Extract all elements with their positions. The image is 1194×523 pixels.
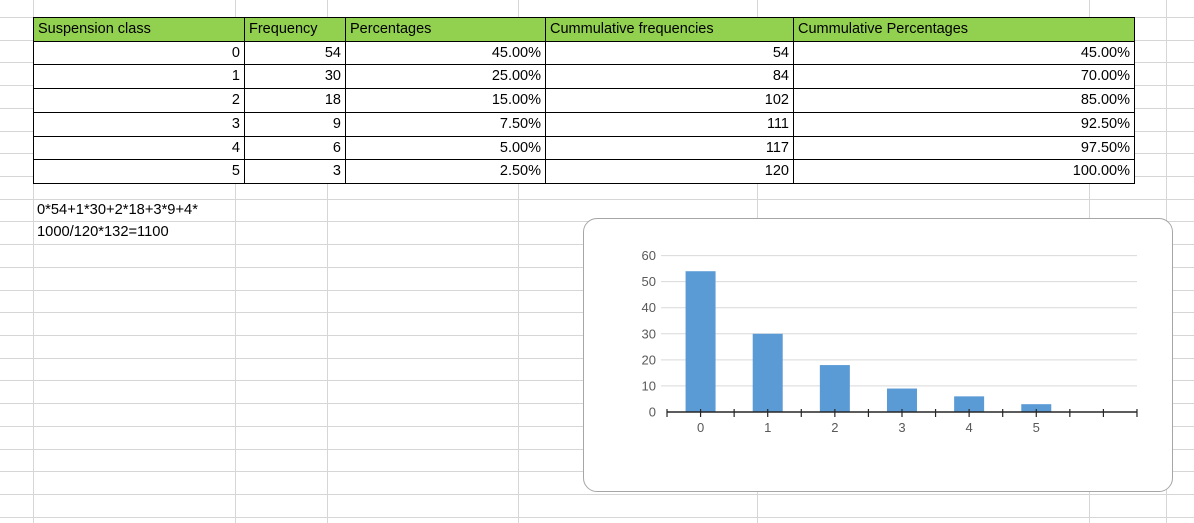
frequency-table-body: 0 54 45.00% 54 45.00% 1 30 25.00% 84 70.00% 2 18 15.… bbox=[33, 40, 1135, 184]
column-header[interactable]: Cummulative Percentages bbox=[793, 17, 1135, 42]
table-cell[interactable]: 85.00% bbox=[793, 88, 1135, 113]
table-cell[interactable]: 0 bbox=[33, 40, 245, 66]
gridline-horizontal bbox=[0, 198, 1194, 200]
bar-category-0[interactable] bbox=[685, 271, 716, 412]
table-cell[interactable]: 2.50% bbox=[345, 159, 546, 184]
column-header[interactable]: Frequency bbox=[244, 17, 346, 42]
table-cell[interactable]: 5 bbox=[33, 159, 245, 184]
table-cell[interactable]: 45.00% bbox=[793, 40, 1135, 66]
x-tick-label: 1 bbox=[764, 420, 771, 435]
bar-category-3[interactable] bbox=[886, 388, 917, 412]
frequency-table-header: Suspension class Frequency Percentages Cumm… bbox=[33, 17, 1135, 42]
table-header-row: Suspension class Frequency Percentages Cumm… bbox=[33, 17, 1135, 42]
table-cell[interactable]: 54 bbox=[244, 40, 346, 66]
table-cell[interactable]: 84 bbox=[545, 64, 794, 90]
x-tick-label: 2 bbox=[831, 420, 838, 435]
formula-note-line1[interactable]: 0*54+1*30+2*18+3*9+4* bbox=[37, 201, 198, 218]
gridline-vertical bbox=[235, 0, 236, 523]
bar-category-5[interactable] bbox=[1021, 404, 1052, 412]
table-cell[interactable]: 18 bbox=[244, 88, 346, 113]
y-tick-label: 60 bbox=[642, 248, 656, 263]
x-tick-label: 5 bbox=[1033, 420, 1040, 435]
table-cell[interactable]: 100.00% bbox=[793, 159, 1135, 184]
x-tick-label: 0 bbox=[697, 420, 704, 435]
table-cell[interactable]: 111 bbox=[545, 111, 794, 137]
table-cell[interactable]: 25.00% bbox=[345, 64, 546, 90]
table-cell[interactable]: 9 bbox=[244, 111, 346, 137]
y-tick-label: 50 bbox=[642, 274, 656, 289]
bar-category-4[interactable] bbox=[954, 396, 985, 412]
table-cell[interactable]: 102 bbox=[545, 88, 794, 113]
bar-category-1[interactable] bbox=[752, 333, 783, 412]
table-cell[interactable]: 117 bbox=[545, 135, 794, 161]
table-cell[interactable]: 70.00% bbox=[793, 64, 1135, 90]
column-header[interactable]: Suspension class bbox=[33, 17, 245, 42]
table-cell[interactable]: 5.00% bbox=[345, 135, 546, 161]
y-tick-label: 40 bbox=[642, 300, 656, 315]
table-cell[interactable]: 2 bbox=[33, 88, 245, 113]
y-tick-label: 30 bbox=[642, 326, 656, 341]
table-row: 1 30 25.00% 84 70.00% bbox=[33, 64, 1135, 90]
table-cell[interactable]: 3 bbox=[244, 159, 346, 184]
x-tick-label: 3 bbox=[898, 420, 905, 435]
table-row: 2 18 15.00% 102 85.00% bbox=[33, 88, 1135, 113]
bar-category-2[interactable] bbox=[819, 365, 850, 412]
table-cell[interactable]: 45.00% bbox=[345, 40, 546, 66]
table-cell[interactable]: 120 bbox=[545, 159, 794, 184]
table-cell[interactable]: 97.50% bbox=[793, 135, 1135, 161]
table-row: 0 54 45.00% 54 45.00% bbox=[33, 40, 1135, 66]
table-cell[interactable]: 6 bbox=[244, 135, 346, 161]
column-header[interactable]: Cummulative frequencies bbox=[545, 17, 794, 42]
table-cell[interactable]: 7.50% bbox=[345, 111, 546, 137]
gridline-vertical bbox=[327, 0, 328, 523]
table-row: 4 6 5.00% 117 97.50% bbox=[33, 135, 1135, 161]
formula-note-line2[interactable]: 1000/120*132=1100 bbox=[37, 224, 169, 241]
x-tick-label: 4 bbox=[966, 420, 973, 435]
gridline-horizontal bbox=[0, 516, 1194, 518]
y-tick-label: 10 bbox=[642, 378, 656, 393]
table-cell[interactable]: 4 bbox=[33, 135, 245, 161]
table-cell[interactable]: 92.50% bbox=[793, 111, 1135, 137]
y-tick-label: 0 bbox=[649, 405, 656, 420]
table-cell[interactable]: 1 bbox=[33, 64, 245, 90]
gridline-horizontal bbox=[0, 494, 1194, 495]
frequency-table: Suspension class Frequency Percentages Cumm… bbox=[33, 17, 1135, 184]
gridline-vertical bbox=[33, 0, 34, 523]
gridline-vertical bbox=[518, 0, 519, 523]
table-cell[interactable]: 3 bbox=[33, 111, 245, 137]
bar-chart[interactable]: 0 1 2 3 4 5 0 10 20 30 40 50 60 bbox=[583, 218, 1173, 492]
table-cell[interactable]: 30 bbox=[244, 64, 346, 90]
column-header[interactable]: Percentages bbox=[345, 17, 546, 42]
table-row: 3 9 7.50% 111 92.50% bbox=[33, 111, 1135, 137]
table-cell[interactable]: 54 bbox=[545, 40, 794, 66]
y-tick-label: 20 bbox=[642, 352, 656, 367]
table-row: 5 3 2.50% 120 100.00% bbox=[33, 159, 1135, 184]
table-cell[interactable]: 15.00% bbox=[345, 88, 546, 113]
